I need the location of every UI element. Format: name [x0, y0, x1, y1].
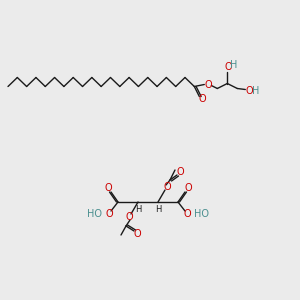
Text: O: O — [133, 229, 141, 239]
Text: O: O — [184, 183, 192, 193]
Text: H: H — [135, 205, 141, 214]
Text: O: O — [104, 183, 112, 193]
Text: H: H — [252, 85, 259, 95]
Text: O: O — [205, 80, 212, 89]
Text: O: O — [176, 167, 184, 177]
Text: HO: HO — [87, 209, 102, 219]
Text: H: H — [230, 59, 237, 70]
Text: H: H — [155, 205, 161, 214]
Text: O: O — [105, 209, 113, 219]
Text: O: O — [163, 182, 171, 192]
Text: O: O — [183, 209, 191, 219]
Text: O: O — [245, 85, 253, 95]
Text: O: O — [224, 62, 232, 73]
Text: O: O — [125, 212, 133, 222]
Text: HO: HO — [194, 209, 209, 219]
Text: O: O — [199, 94, 206, 104]
